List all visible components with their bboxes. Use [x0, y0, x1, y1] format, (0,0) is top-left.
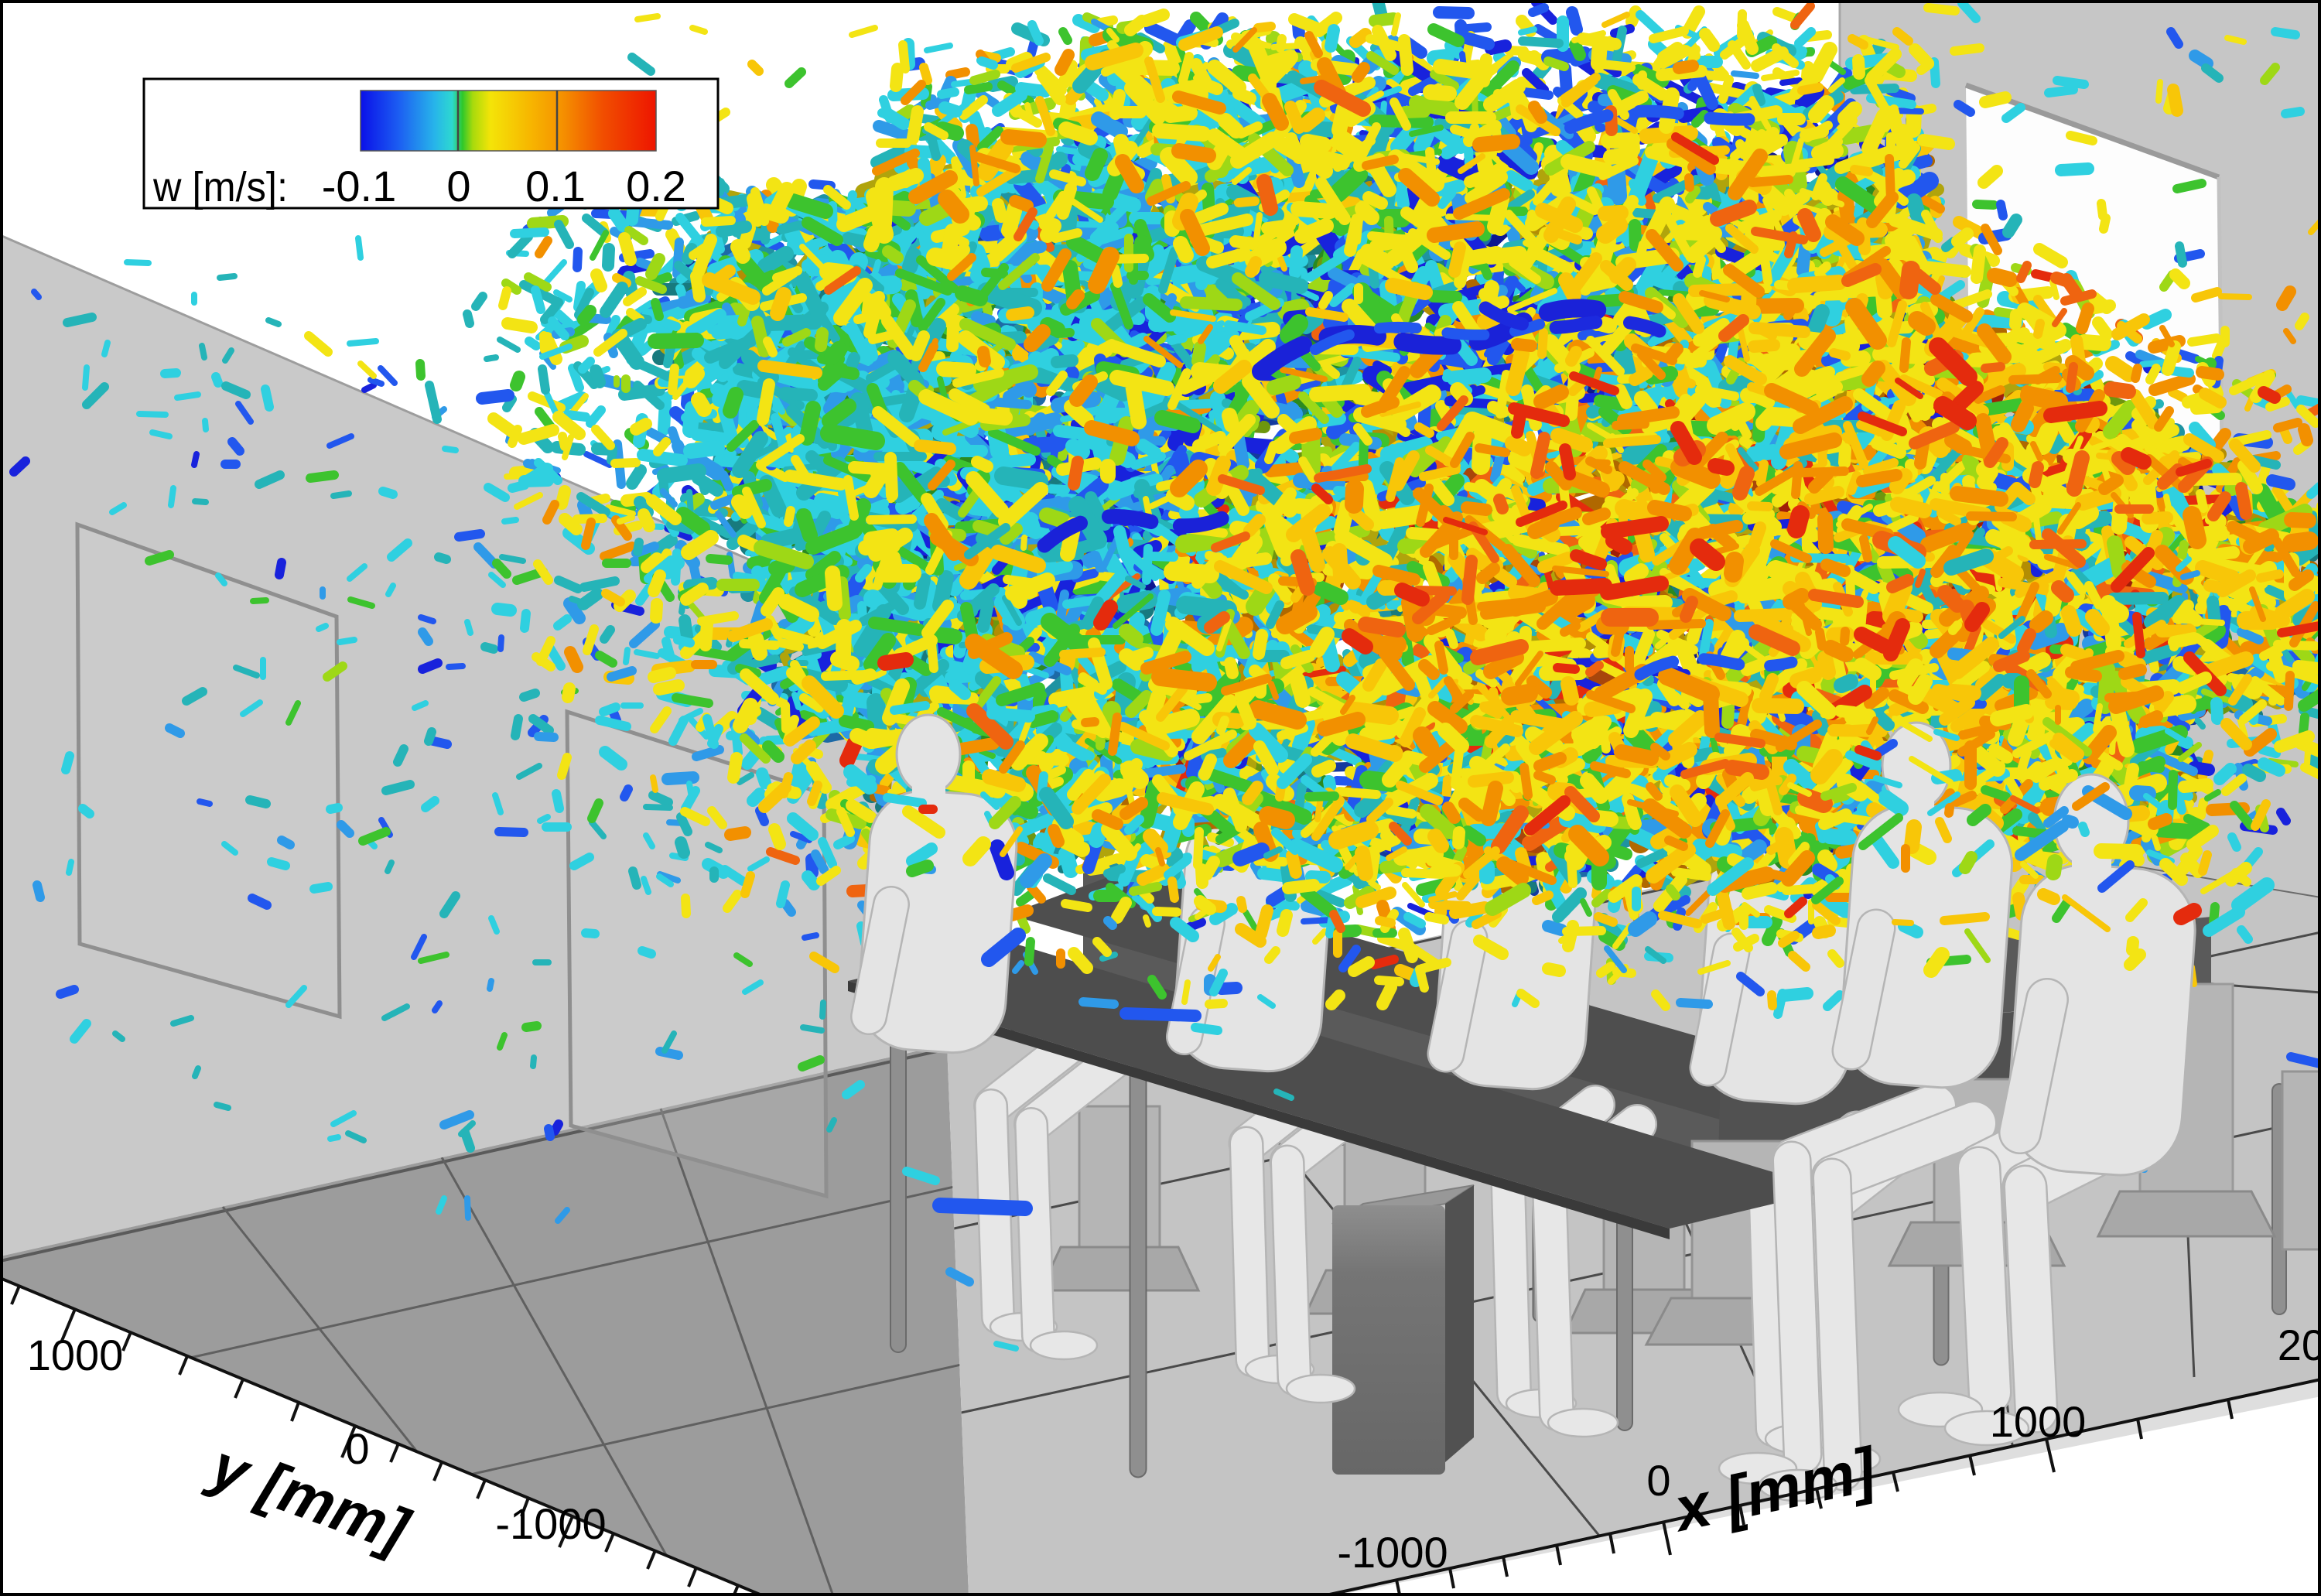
svg-text:1000: 1000 — [27, 1331, 124, 1379]
svg-text:-1000: -1000 — [1337, 1528, 1448, 1577]
svg-text:-0.1: -0.1 — [322, 162, 397, 210]
svg-text:w [m/s]:: w [m/s]: — [152, 164, 288, 210]
svg-text:0.1: 0.1 — [525, 162, 586, 210]
svg-text:2000: 2000 — [2278, 1321, 2321, 1369]
svg-text:0: 0 — [345, 1424, 369, 1473]
svg-text:0: 0 — [446, 162, 470, 210]
svg-text:-1000: -1000 — [495, 1499, 606, 1548]
svg-text:0: 0 — [1646, 1456, 1670, 1505]
svg-text:1000: 1000 — [1990, 1397, 2087, 1446]
svg-text:0.2: 0.2 — [626, 162, 686, 210]
